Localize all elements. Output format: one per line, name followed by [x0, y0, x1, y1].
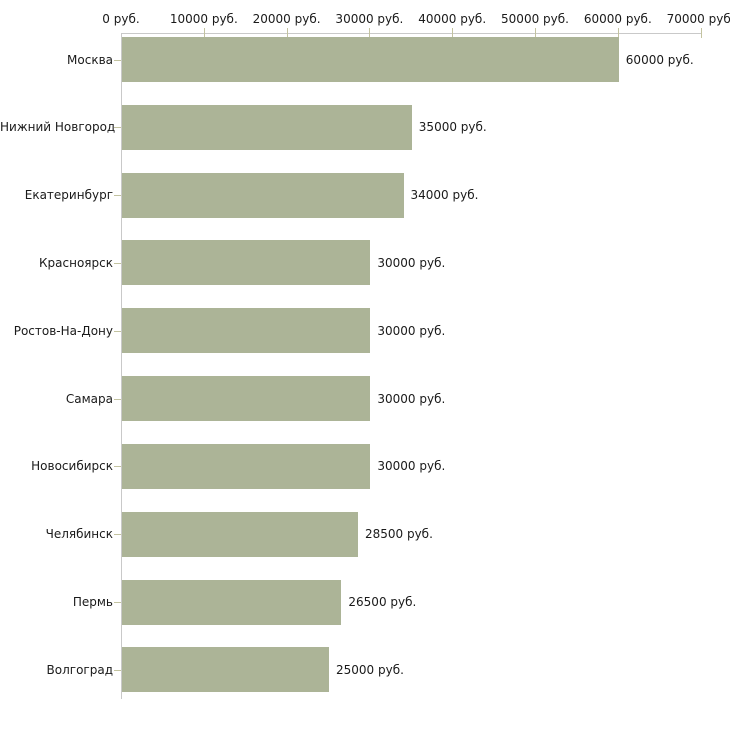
bar: [122, 579, 342, 625]
value-label: 26500 руб.: [348, 595, 417, 610]
category-label: Новосибирск: [31, 459, 113, 474]
category-label: Нижний Новгород: [0, 120, 116, 135]
bar: [122, 172, 404, 218]
y-axis-tick: [114, 330, 121, 332]
y-axis-tick: [114, 127, 121, 129]
x-axis-tick-label: 40000 руб.: [418, 12, 487, 26]
x-axis-tick-label: 20000 руб.: [252, 12, 321, 26]
category-label: Екатеринбург: [24, 188, 113, 203]
bar: [122, 376, 371, 422]
value-label: 30000 руб.: [377, 323, 446, 338]
bar: [122, 647, 329, 693]
y-axis-tick: [114, 398, 121, 400]
x-axis-tick-label: 70000 руб.: [666, 12, 730, 26]
category-label: Самара: [65, 391, 113, 406]
bar: [122, 37, 619, 82]
x-axis-tick: [617, 28, 619, 38]
category-label: Красноярск: [39, 255, 113, 270]
x-axis-tick-label: 0 руб.: [102, 12, 140, 26]
x-axis-tick-label: 50000 руб.: [501, 12, 569, 26]
value-label: 30000 руб.: [377, 391, 446, 406]
x-axis-line: [121, 33, 702, 34]
y-axis-tick: [114, 262, 121, 264]
category-label: Волгоград: [46, 662, 113, 677]
y-axis-tick: [114, 534, 121, 536]
value-label: 25000 руб.: [336, 662, 404, 677]
y-axis-tick: [114, 602, 121, 604]
x-axis-tick: [369, 28, 371, 38]
x-axis-tick: [700, 28, 702, 38]
category-label: Ростов-На-Дону: [13, 323, 113, 338]
category-label: Челябинск: [45, 527, 113, 542]
bar: [122, 308, 371, 354]
y-axis-tick: [114, 59, 121, 61]
bar: [122, 104, 412, 150]
value-label: 28500 руб.: [364, 527, 433, 542]
y-axis-tick: [114, 466, 121, 468]
bar: [122, 240, 371, 286]
x-axis-tick-label: 30000 руб.: [335, 12, 404, 26]
value-label: 30000 руб.: [377, 255, 446, 270]
bar: [122, 511, 358, 557]
x-axis-tick: [286, 28, 288, 38]
category-label: Москва: [67, 52, 113, 67]
x-axis-tick: [535, 28, 536, 38]
category-label: Пермь: [72, 595, 113, 610]
x-axis-tick-label: 10000 руб.: [169, 12, 238, 26]
value-label: 60000 руб.: [625, 52, 694, 67]
bar: [122, 443, 371, 489]
value-label: 35000 руб.: [418, 120, 487, 135]
y-axis-line: [121, 33, 122, 699]
x-axis-tick-label: 60000 руб.: [583, 12, 652, 26]
y-axis-tick: [114, 195, 121, 197]
y-axis-tick: [114, 669, 121, 671]
value-label: 34000 руб.: [410, 188, 479, 203]
value-label: 30000 руб.: [377, 459, 446, 474]
x-axis-tick: [452, 28, 454, 38]
x-axis-tick: [203, 28, 205, 38]
